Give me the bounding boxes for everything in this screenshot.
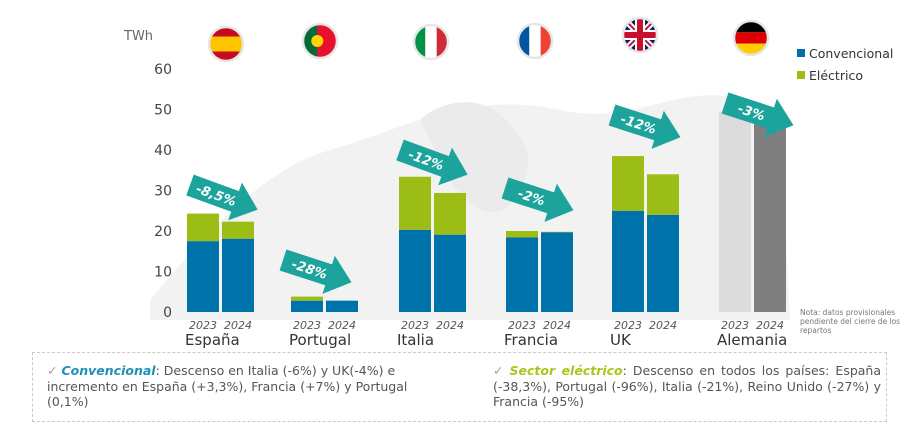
- arrow-shape: [501, 177, 574, 222]
- legend-swatch-convencional: [797, 49, 805, 57]
- x-tick-year: 2023: [293, 319, 321, 332]
- bar-electrico: [506, 231, 538, 238]
- x-category-label: Portugal: [289, 331, 351, 349]
- x-tick-year: 2023: [508, 319, 536, 332]
- bar-electrico: [187, 213, 219, 242]
- summary-convencional-title: Convencional: [61, 363, 156, 378]
- bar-total: [719, 111, 751, 313]
- bar-electrico: [612, 156, 644, 211]
- germany-flag-icon: [734, 21, 768, 55]
- checkmark-icon: ✓: [493, 363, 506, 378]
- bar-convencional: [291, 300, 323, 312]
- change-arrow: -2%: [501, 177, 574, 222]
- bar-convencional: [647, 214, 679, 312]
- arrow-shape: [396, 139, 468, 186]
- y-tick-label: 10: [154, 265, 172, 281]
- checkmark-icon: ✓: [47, 363, 58, 378]
- y-tick-label: 0: [163, 305, 172, 321]
- spain-flag-border: [207, 25, 245, 63]
- x-tick-year: 2024: [756, 319, 784, 332]
- x-category-label: España: [185, 331, 240, 349]
- arrow-shape: [279, 249, 352, 294]
- bar-convencional: [187, 241, 219, 312]
- bar-electrico: [222, 221, 254, 239]
- legend-label-convencional: Convencional: [809, 45, 894, 61]
- change-arrow: -28%: [279, 249, 352, 294]
- y-tick-label: 60: [154, 62, 172, 78]
- x-tick-year: 2023: [189, 319, 217, 332]
- x-tick-year: 2023: [721, 319, 749, 332]
- y-tick-label: 40: [154, 143, 172, 159]
- bar-electrico: [647, 174, 679, 215]
- x-tick-year: 2023: [614, 319, 642, 332]
- map-background: [420, 102, 529, 213]
- bar-electrico: [434, 192, 466, 235]
- bar-total: [754, 117, 786, 312]
- x-tick-year: 2024: [649, 319, 677, 332]
- summary-electrico-text: : Descenso en todos los países: España (…: [493, 363, 882, 409]
- change-arrow: -3%: [721, 92, 794, 137]
- legend-label-electrico: Eléctrico: [809, 67, 863, 83]
- arrow-shape: [186, 174, 258, 221]
- x-tick-year: 2024: [224, 319, 252, 332]
- uk-flag-border: [621, 16, 659, 54]
- unit-label: TWh: [123, 29, 153, 44]
- bar-electrico: [291, 296, 323, 301]
- summary-electrico-title: Sector eléctrico: [509, 363, 623, 378]
- germany-flag-border: [732, 19, 770, 57]
- arrow-shape: [721, 92, 794, 137]
- arrow-shape: [608, 104, 681, 149]
- legend-item-electrico: Eléctrico: [797, 64, 893, 86]
- x-tick-year: 2024: [436, 319, 464, 332]
- bar-convencional: [434, 234, 466, 312]
- x-category-label: Alemania: [717, 331, 787, 349]
- legend-swatch-electrico: [797, 71, 805, 79]
- x-tick-year: 2024: [328, 319, 356, 332]
- y-tick-label: 20: [154, 224, 172, 240]
- italy-flag-icon: [414, 25, 448, 59]
- legend: Convencional Eléctrico: [797, 42, 893, 86]
- bar-convencional: [541, 232, 573, 312]
- x-tick-year: 2023: [401, 319, 429, 332]
- bar-convencional: [506, 237, 538, 312]
- y-tick-label: 50: [154, 103, 172, 119]
- x-category-label: Italia: [397, 331, 434, 349]
- france-flag-border: [516, 22, 554, 60]
- x-category-label: Francia: [504, 331, 558, 349]
- bar-convencional: [399, 229, 431, 312]
- bar-convencional: [222, 238, 254, 312]
- bar-electrico: [399, 176, 431, 230]
- summary-electrico: ✓ Sector eléctrico: Descenso en todos los…: [493, 363, 881, 410]
- summary-convencional-text: : Descenso en Italia (-6%) y UK(-4%) e i…: [47, 363, 408, 409]
- summary-convencional: ✓ Convencional: Descenso en Italia (-6%) …: [47, 363, 439, 410]
- portugal-flag-border: [301, 22, 339, 60]
- summary-box: ✓ Convencional: Descenso en Italia (-6%) …: [32, 352, 887, 422]
- legend-item-convencional: Convencional: [797, 42, 893, 64]
- italy-flag-border: [412, 23, 450, 61]
- y-tick-label: 30: [154, 184, 172, 200]
- x-tick-year: 2024: [543, 319, 571, 332]
- footnote: Nota: datos provisionales pendiente del …: [800, 308, 901, 335]
- bar-convencional: [612, 210, 644, 312]
- bar-convencional: [326, 300, 358, 312]
- france-flag-icon: [518, 24, 552, 58]
- x-category-label: UK: [610, 331, 632, 349]
- change-arrow: -12%: [608, 104, 681, 149]
